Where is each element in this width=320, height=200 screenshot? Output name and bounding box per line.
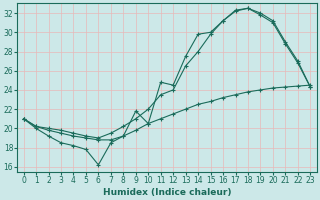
X-axis label: Humidex (Indice chaleur): Humidex (Indice chaleur) — [103, 188, 231, 197]
